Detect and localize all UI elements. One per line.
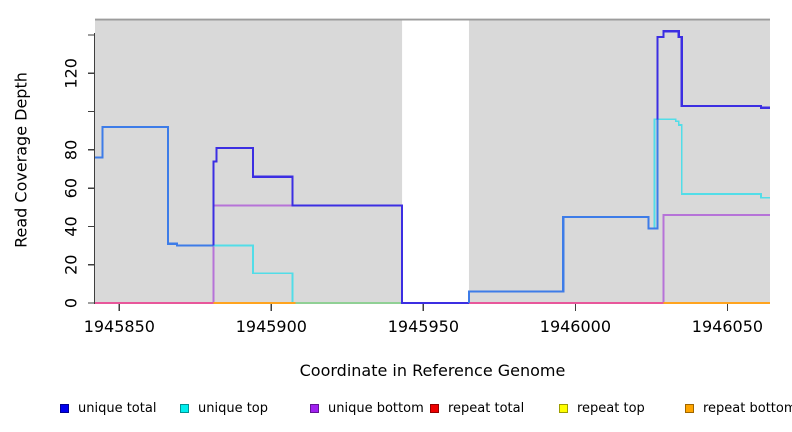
legend-label: unique top [198,400,269,416]
repeat-bottom-swatch [685,403,694,413]
y-tick-label: 0 [62,298,81,308]
legend-label: unique bottom [328,400,424,416]
series-unique-total-segment [212,146,469,305]
series-unique-total-segment [95,125,214,247]
legend-item-unique-bottom: unique bottom [310,399,424,417]
y-tick-label: 120 [62,58,81,89]
legend-label: repeat total [448,400,525,416]
repeat-top-swatch [559,403,568,413]
legend-item-repeat-bottom: repeat bottom [685,399,792,417]
legend-label: unique total [78,400,157,416]
x-tick-label: 1945850 [84,317,155,336]
y-tick-label: 40 [62,216,81,236]
legend-item-repeat-top: repeat top [559,399,645,417]
x-tick-label: 1946000 [540,317,611,336]
repeat-total-swatch [430,403,439,413]
legend-label: repeat top [577,400,645,416]
x-tick-label: 1946050 [692,317,763,336]
y-axis-title: Read Coverage Depth [11,72,31,248]
series-unique-total-segment [467,119,659,303]
x-tick-label: 1945950 [388,317,459,336]
y-tick-label: 20 [62,255,81,275]
unique-total-swatch [60,403,69,413]
unique-top-swatch [180,403,189,413]
legend: unique total unique top unique bottom repea… [0,399,792,423]
legend-label: repeat bottom [703,400,792,416]
no-data-gap [402,20,469,303]
unique-bottom-swatch [310,403,319,413]
x-tick-label: 1945900 [236,317,307,336]
y-tick-label: 80 [62,140,81,160]
y-tick-label: 60 [62,178,81,198]
legend-item-repeat-total: repeat total [430,399,524,417]
legend-item-unique-total: unique total [60,399,156,417]
legend-item-unique-top: unique top [180,399,268,417]
x-axis-title: Coordinate in Reference Genome [299,361,566,380]
series-unique-total-segment [656,30,770,120]
